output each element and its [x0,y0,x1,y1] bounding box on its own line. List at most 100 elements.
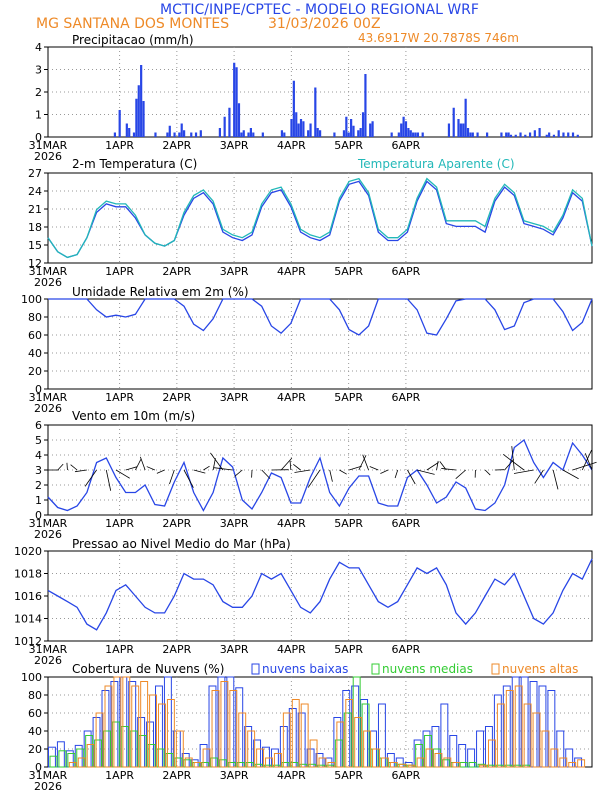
cloud-bar-nuvens-altas [443,757,452,768]
header-coords: 43.6917W 20.7878S 746m [358,31,519,45]
y-tick-label: 0 [35,761,42,774]
y-tick-label: 60 [28,329,42,342]
wind-arrow [193,469,206,474]
cloud-bar-nuvens-medias [468,762,477,768]
precip-bar [237,103,241,137]
wind-arrow [394,469,399,479]
wind-arrow [70,464,78,471]
y-tick-label: 12 [28,257,42,270]
y-tick-label: 1 [35,109,42,122]
precip-bar [524,134,527,137]
precip-bar [228,107,231,137]
precip-bar [397,132,400,137]
x-tick-label: 4APR [277,139,306,152]
wind-arrow [212,458,216,471]
cloud-bar-nuvens-altas [175,730,184,768]
y-tick-label: 1020 [14,545,42,558]
precip-bar [314,87,317,137]
x-year-label: 2026 [34,150,62,163]
wind-arrow [329,469,333,482]
series-line [47,180,593,259]
x-tick-label: 3APR [220,391,249,404]
cloud-bar-nuvens-altas [291,699,300,768]
y-tick-label: 1018 [14,568,42,581]
y-tick-label: 80 [28,689,42,702]
x-tick-label: 5APR [334,517,363,530]
precip-bar [361,112,365,137]
y-tick-label: 21 [28,203,42,216]
wind-arrow [502,454,525,471]
precip-bar [476,132,479,137]
cloud-bar-nuvens-altas [505,690,514,768]
precip-bar [199,130,202,137]
cloud-bar-nuvens-altas [363,730,372,768]
wind-arrow [156,469,165,474]
cloud-title: Cobertura de Nuvens (%) [72,662,224,676]
wind-arrow [234,469,243,477]
wind-arrow [572,461,597,471]
header-location: MG SANTANA DOS MONTES [36,16,229,32]
wind-arrow [293,464,301,471]
precip-bar [452,107,455,137]
precip-bar [459,123,462,137]
x-tick-label: 31MAR [29,391,68,404]
wind-arrow [289,460,292,471]
cloud-bar-nuvens-altas [372,748,380,768]
x-tick-label: 2APR [162,643,191,656]
series-line [47,177,593,259]
precip-bar [486,132,489,137]
cloud-bar-nuvens-altas [68,762,77,768]
y-tick-label: 6 [35,419,42,432]
x-tick-label: 5APR [334,769,363,782]
header-run: 31/03/2026 00Z [268,16,381,32]
wind-arrow [534,469,544,484]
precip-bar [173,132,176,137]
wind-arrow [584,453,593,471]
y-tick-label: 20 [28,743,42,756]
precip-bar [261,132,264,137]
precip-bar [135,98,138,137]
precip-bar [180,123,183,137]
precip-bar [178,132,181,137]
y-tick-label: 3 [35,64,42,77]
y-tick-label: 27 [28,167,42,180]
precip-bar [297,123,300,137]
cloud-bar-nuvens-altas [523,703,532,768]
wind-arrow [294,469,311,473]
legend-high-label: nuvens altas [502,662,578,676]
cloud-bar-nuvens-altas [300,703,309,768]
x-year-label: 2026 [34,654,62,667]
cloud-bar-nuvens-altas [95,712,104,768]
precip-bar [371,121,374,137]
legend-mid-label: nuvens medias [382,662,473,676]
x-tick-label: 4APR [277,517,306,530]
legend-high-swatch [491,663,500,675]
x-tick-label: 6APR [391,517,420,530]
x-tick-label: 3APR [220,517,249,530]
cloud-bar-nuvens-altas [229,690,238,768]
series-line [47,438,593,512]
y-tick-label: 100 [21,671,42,684]
x-year-label: 2026 [34,402,62,415]
pressure-title: Pressao ao Nivel Medio do Mar (hPa) [72,537,291,551]
wind-arrow [125,466,138,471]
x-tick-label: 31MAR [29,265,68,278]
cloud-bar-nuvens-altas [354,717,363,768]
x-tick-label: 2APR [162,265,191,278]
cloud-bar-nuvens-altas [122,676,131,768]
precip-bar [533,130,536,137]
cloud-bar-nuvens-altas [479,764,487,768]
x-tick-label: 1APR [105,265,134,278]
x-tick-label: 1APR [105,769,134,782]
wind-arrow [74,469,87,473]
y-tick-label: 40 [28,347,42,360]
precip-bar [545,134,548,137]
humidity-title: Umidade Relativa em 2m (%) [72,285,249,299]
cloud-bar-nuvens-altas [407,764,416,768]
y-tick-label: 2 [35,479,42,492]
cloud-bar-nuvens-altas [568,762,577,768]
precip-bar [319,130,322,137]
x-tick-label: 31MAR [29,769,68,782]
precip-bar [190,132,193,137]
precip-bar [519,132,522,137]
